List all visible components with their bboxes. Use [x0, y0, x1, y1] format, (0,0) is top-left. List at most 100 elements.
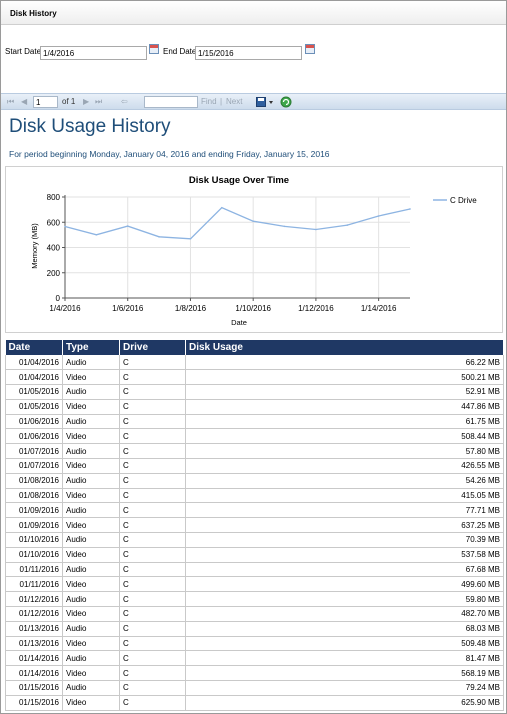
cell-date: 01/06/2016 [5, 414, 63, 430]
disk-usage-table: Date Type Drive Disk Usage 01/04/2016 Aud… [5, 340, 504, 711]
cell-date: 01/10/2016 [5, 547, 63, 563]
table-row: 01/08/2016 Audio C 54.26 MB [5, 473, 504, 489]
cell-type: Audio [62, 591, 120, 608]
start-date-input[interactable] [40, 46, 147, 60]
table-row: 01/11/2016 Audio C 67.68 MB [5, 562, 504, 578]
table-row: 01/09/2016 Video C 637.25 MB [5, 517, 504, 534]
cell-drive: C [119, 517, 186, 534]
export-icon[interactable] [256, 97, 276, 108]
cell-date: 01/10/2016 [5, 532, 63, 548]
data-point [283, 225, 286, 228]
cell-type: Video [62, 517, 120, 534]
cell-type: Video [62, 576, 120, 593]
first-page-icon[interactable]: ⏮ [7, 97, 15, 106]
cell-drive: C [119, 576, 186, 593]
calendar-icon[interactable] [149, 44, 159, 54]
cell-type: Video [62, 665, 120, 682]
cell-drive: C [119, 428, 186, 445]
cell-drive: C [119, 547, 186, 563]
cell-drive: C [119, 680, 186, 696]
cell-type: Video [62, 695, 120, 711]
title-bar: Disk History [1, 1, 506, 25]
cell-drive: C [119, 443, 186, 460]
calendar-icon[interactable] [305, 44, 315, 54]
page-number-input[interactable] [33, 96, 58, 108]
cell-date: 01/07/2016 [5, 458, 63, 474]
next-link[interactable]: Next [226, 97, 243, 106]
find-input[interactable] [144, 96, 198, 108]
cell-drive: C [119, 650, 186, 667]
cell-date: 01/06/2016 [5, 428, 63, 445]
parameter-area: Start Date End Date [1, 25, 506, 93]
table-row: 01/13/2016 Audio C 68.03 MB [5, 621, 504, 637]
cell-drive: C [119, 355, 186, 371]
report-toolbar: ⏮ ◀ of 1 ▶ ⏭ ⇦ Find | Next [1, 93, 506, 110]
cell-drive: C [119, 399, 186, 415]
cell-date: 01/05/2016 [5, 384, 63, 400]
cell-date: 01/11/2016 [5, 562, 63, 578]
y-tick-label: 400 [47, 244, 61, 253]
cell-disk-usage: 509.48 MB [185, 636, 504, 652]
cell-date: 01/08/2016 [5, 488, 63, 504]
previous-page-icon[interactable]: ◀ [21, 97, 28, 106]
cell-date: 01/15/2016 [5, 695, 63, 711]
cell-drive: C [119, 665, 186, 682]
x-tick-label: 1/8/2016 [175, 304, 207, 313]
y-axis-label: Memory (MB) [30, 223, 39, 269]
report-period: For period beginning Monday, January 04,… [9, 149, 330, 159]
data-point [409, 208, 411, 210]
series-line-c-drive [64, 206, 411, 240]
table-row: 01/10/2016 Video C 537.58 MB [5, 547, 504, 563]
data-point [315, 228, 317, 231]
cell-date: 01/11/2016 [5, 576, 63, 593]
cell-disk-usage: 447.86 MB [185, 399, 504, 415]
y-tick-label: 0 [56, 294, 61, 303]
cell-disk-usage: 52.91 MB [185, 384, 504, 400]
cell-type: Audio [62, 680, 120, 696]
cell-drive: C [119, 458, 186, 474]
cell-date: 01/07/2016 [5, 443, 63, 460]
cell-type: Video [62, 458, 120, 474]
column-header-type: Type [62, 340, 120, 355]
table-row: 01/14/2016 Audio C 81.47 MB [5, 650, 504, 667]
cell-disk-usage: 68.03 MB [185, 621, 504, 637]
y-tick-label: 200 [47, 269, 61, 278]
table-row: 01/12/2016 Audio C 59.80 MB [5, 591, 504, 608]
cell-type: Audio [62, 355, 120, 371]
cell-date: 01/14/2016 [5, 665, 63, 682]
report-title: Disk Usage History [9, 116, 171, 137]
cell-disk-usage: 57.80 MB [185, 443, 504, 460]
table-row: 01/10/2016 Audio C 70.39 MB [5, 532, 504, 548]
table-row: 01/15/2016 Audio C 79.24 MB [5, 680, 504, 696]
y-tick-label: 600 [47, 218, 61, 227]
table-row: 01/06/2016 Video C 508.44 MB [5, 428, 504, 445]
cell-disk-usage: 66.22 MB [185, 355, 504, 371]
legend-entry-c-drive: C Drive [450, 196, 477, 205]
table-row: 01/07/2016 Audio C 57.80 MB [5, 443, 504, 460]
data-point [252, 220, 254, 223]
cell-type: Audio [62, 621, 120, 637]
next-page-icon[interactable]: ▶ [83, 97, 90, 106]
cell-type: Audio [62, 502, 120, 519]
cell-type: Audio [62, 384, 120, 400]
cell-type: Audio [62, 414, 120, 430]
refresh-icon[interactable] [280, 96, 292, 108]
cell-disk-usage: 70.39 MB [185, 532, 504, 548]
table-row: 01/05/2016 Audio C 52.91 MB [5, 384, 504, 400]
cell-disk-usage: 499.60 MB [185, 576, 504, 593]
data-point [95, 233, 98, 236]
back-icon[interactable]: ⇦ [121, 97, 128, 106]
cell-disk-usage: 537.58 MB [185, 547, 504, 563]
cell-date: 01/13/2016 [5, 636, 63, 652]
cell-drive: C [119, 369, 186, 386]
table-row: 01/14/2016 Video C 568.19 MB [5, 665, 504, 682]
find-link[interactable]: Find [201, 97, 217, 106]
cell-drive: C [119, 621, 186, 637]
cell-disk-usage: 415.05 MB [185, 488, 504, 504]
cell-type: Video [62, 636, 120, 652]
cell-type: Audio [62, 562, 120, 578]
end-date-input[interactable] [195, 46, 302, 60]
table-row: 01/05/2016 Video C 447.86 MB [5, 399, 504, 415]
cell-drive: C [119, 384, 186, 400]
last-page-icon[interactable]: ⏭ [95, 97, 103, 106]
